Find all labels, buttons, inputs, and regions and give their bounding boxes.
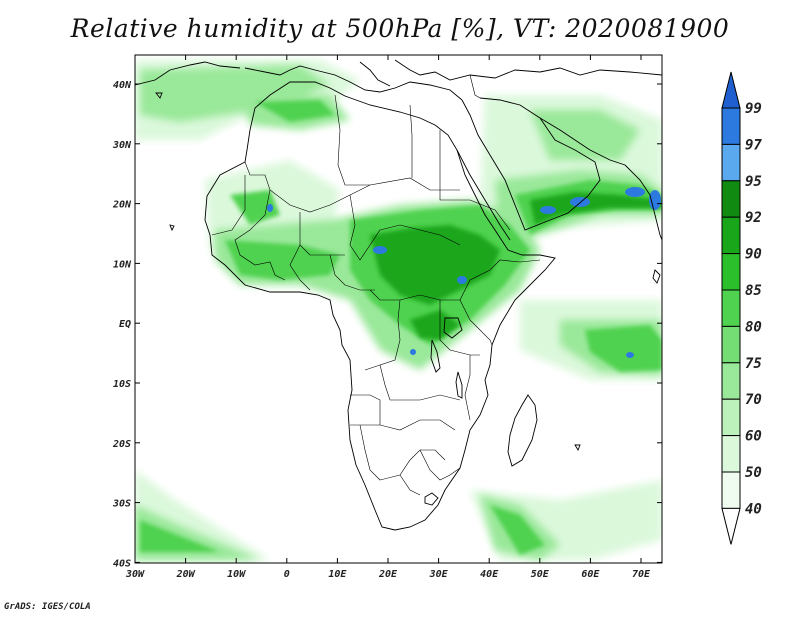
colorbar-swatch — [721, 216, 741, 255]
colorbar-label: 90 — [745, 247, 762, 263]
lon-tick-label: 50E — [531, 569, 550, 580]
lon-tick-label: 20W — [176, 569, 196, 580]
lat-tick-label: EQ — [119, 319, 131, 330]
country-borders — [211, 74, 541, 496]
colorbar-top-arrow — [721, 71, 741, 109]
colorbar-label: 97 — [745, 137, 762, 153]
lat-tick-label: 40N — [113, 80, 132, 91]
colorbar-label: 85 — [745, 283, 762, 299]
lon-tick-label: 60E — [581, 569, 600, 580]
lon-tick-label: 40E — [480, 569, 499, 580]
humidity-field — [135, 60, 662, 560]
lat-tick-label: 30S — [112, 499, 131, 510]
colorbar-label: 60 — [745, 429, 762, 445]
colorbar-swatch — [721, 253, 741, 291]
colorbar-swatch — [721, 435, 741, 473]
lon-tick-label: 30W — [125, 569, 145, 580]
lat-tick-label: 10S — [113, 379, 131, 390]
colorbar-swatch — [721, 289, 741, 327]
colorbar-swatch — [721, 398, 741, 437]
colorbar-swatch — [721, 471, 741, 509]
colorbar-label: 70 — [745, 392, 762, 408]
chart-title: Relative humidity at 500hPa [%], VT: 202… — [70, 14, 730, 43]
colorbar-label: 99 — [745, 101, 762, 117]
lat-tick-label: 40S — [113, 558, 131, 569]
lon-tick-label: 0 — [284, 569, 290, 580]
lat-tick-label: 10N — [113, 259, 132, 270]
colorbar-label: 75 — [745, 356, 762, 372]
coastlines — [135, 59, 662, 531]
lon-tick-label: 20E — [378, 569, 398, 580]
colorbar: 99 97 95 92 90 85 80 75 70 60 50 40 — [721, 71, 762, 545]
lon-tick-label: 10W — [227, 569, 246, 580]
colorbar-label: 95 — [745, 174, 762, 190]
colorbar-label: 92 — [745, 210, 762, 226]
lon-tick-label: 70E — [632, 569, 651, 580]
lat-tick-label: 20S — [112, 439, 131, 450]
colorbar-swatch — [721, 107, 741, 145]
lat-tick-label: 20N — [112, 200, 132, 211]
colorbar-swatch — [721, 143, 741, 182]
axis-ticks: 30W 20W 10W 0 10E 20E 30E 40E 50E 60E 70E 40N 30N 20N… — [112, 55, 662, 580]
colorbar-label: 50 — [745, 465, 762, 481]
credit-text: GrADS: IGES/COLA — [4, 602, 91, 612]
colorbar-label: 40 — [745, 501, 762, 517]
colorbar-label: 80 — [745, 319, 762, 335]
lon-tick-label: 30E — [429, 569, 449, 580]
lon-tick-label: 10E — [328, 569, 347, 580]
lat-tick-label: 30N — [112, 140, 132, 151]
map-border — [134, 54, 663, 564]
colorbar-bottom-arrow — [721, 507, 741, 545]
colorbar-swatch — [721, 325, 741, 364]
colorbar-swatch — [721, 362, 741, 400]
colorbar-swatch — [721, 180, 741, 218]
